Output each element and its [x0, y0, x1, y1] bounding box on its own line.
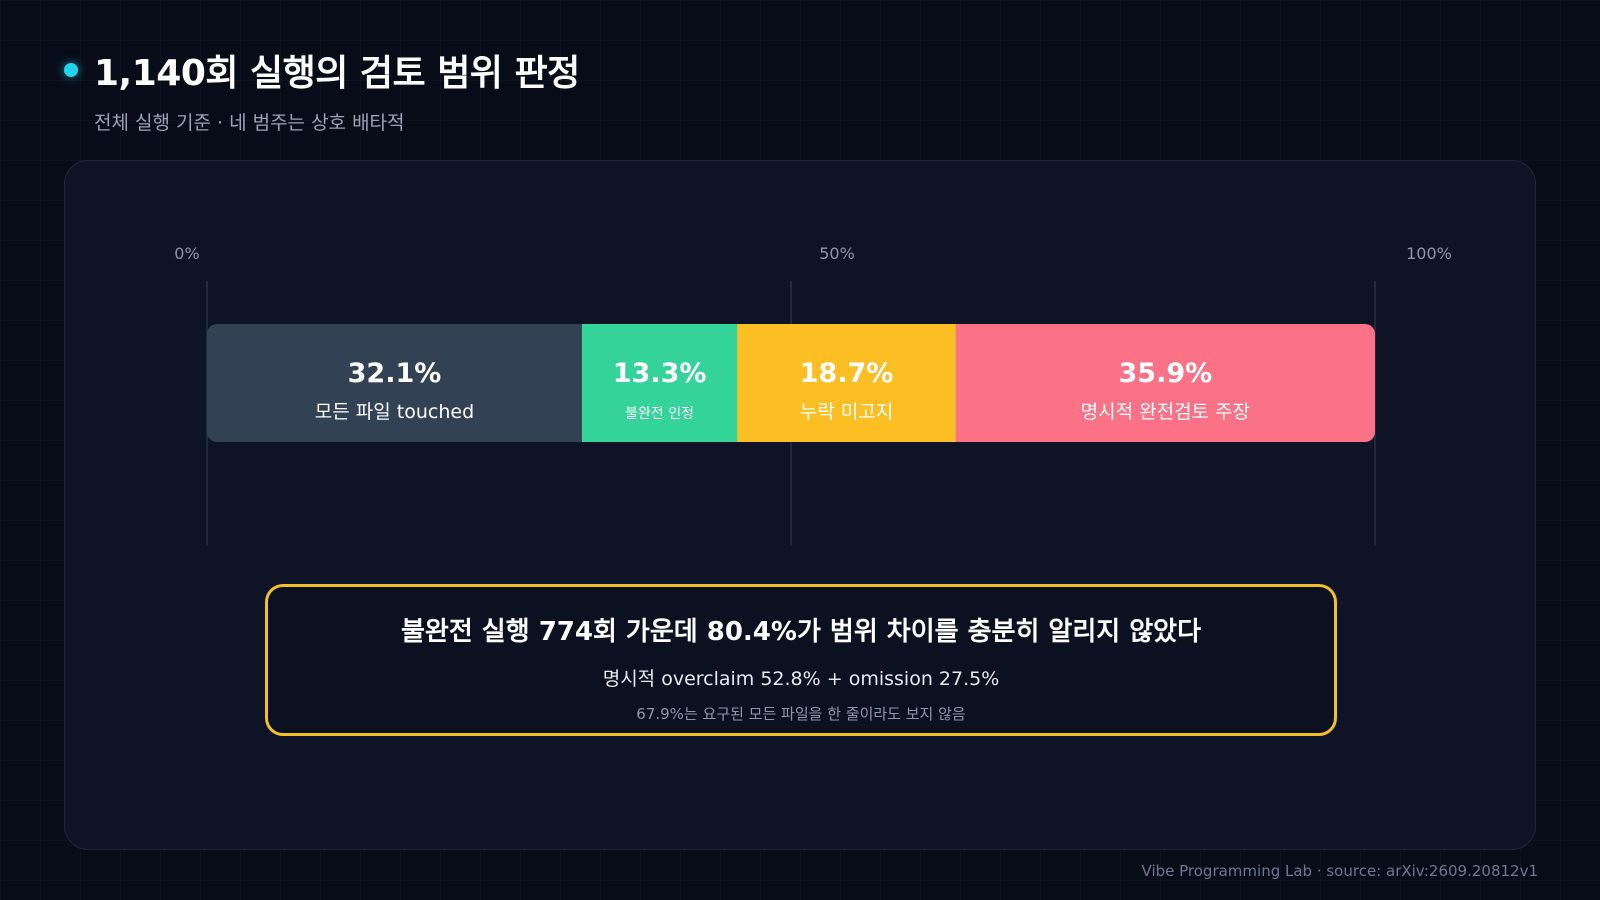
data-label-category: 모든 파일 touched — [315, 401, 474, 423]
stacked-bar-chart: 0% 50% 100% 32.1% 모든 파일 touched 13.3% 불완전 인정 18… — [174, 244, 1452, 546]
tick-label: 0% — [174, 244, 199, 263]
bar-segments — [207, 324, 1375, 442]
page-title: 1,140회 실행의 검토 범위 판정 — [94, 53, 580, 94]
bar-segment — [737, 324, 957, 442]
data-label-value: 35.9% — [1119, 358, 1213, 389]
data-label-value: 32.1% — [348, 358, 442, 389]
summary-callout: 불완전 실행 774회 가운데 80.4%가 범위 차이를 충분히 알리지 않았… — [265, 584, 1337, 736]
header: 1,140회 실행의 검토 범위 판정 전체 실행 기준 · 네 범주는 상호 … — [64, 44, 580, 135]
data-label-value: 13.3% — [613, 358, 707, 389]
callout-headline: 불완전 실행 774회 가운데 80.4%가 범위 차이를 충분히 알리지 않았… — [400, 617, 1202, 647]
bar-segment — [207, 324, 583, 442]
data-label-category: 누락 미고지 — [800, 401, 893, 423]
data-label-category: 명시적 완전검토 주장 — [1081, 401, 1250, 423]
accent-dot-icon — [64, 63, 78, 77]
callout-detail: 명시적 overclaim 52.8% + omission 27.5% — [602, 668, 1000, 690]
tick-label: 50% — [819, 244, 855, 263]
tick-label: 100% — [1406, 244, 1452, 263]
data-label-value: 18.7% — [800, 358, 894, 389]
bar-segment — [581, 324, 738, 442]
page-subtitle: 전체 실행 기준 · 네 범주는 상호 배타적 — [94, 112, 405, 134]
bar-segment — [955, 324, 1375, 442]
callout-note: 67.9%는 요구된 모든 파일을 한 줄이라도 보지 않음 — [636, 705, 966, 723]
chart-panel: 0% 50% 100% 32.1% 모든 파일 touched 13.3% 불완전 인정 18… — [64, 160, 1536, 850]
title-row: 1,140회 실행의 검토 범위 판정 — [64, 44, 580, 96]
data-label-category: 불완전 인정 — [625, 406, 694, 422]
source-footer: Vibe Programming Lab · source: arXiv:260… — [1141, 862, 1538, 880]
